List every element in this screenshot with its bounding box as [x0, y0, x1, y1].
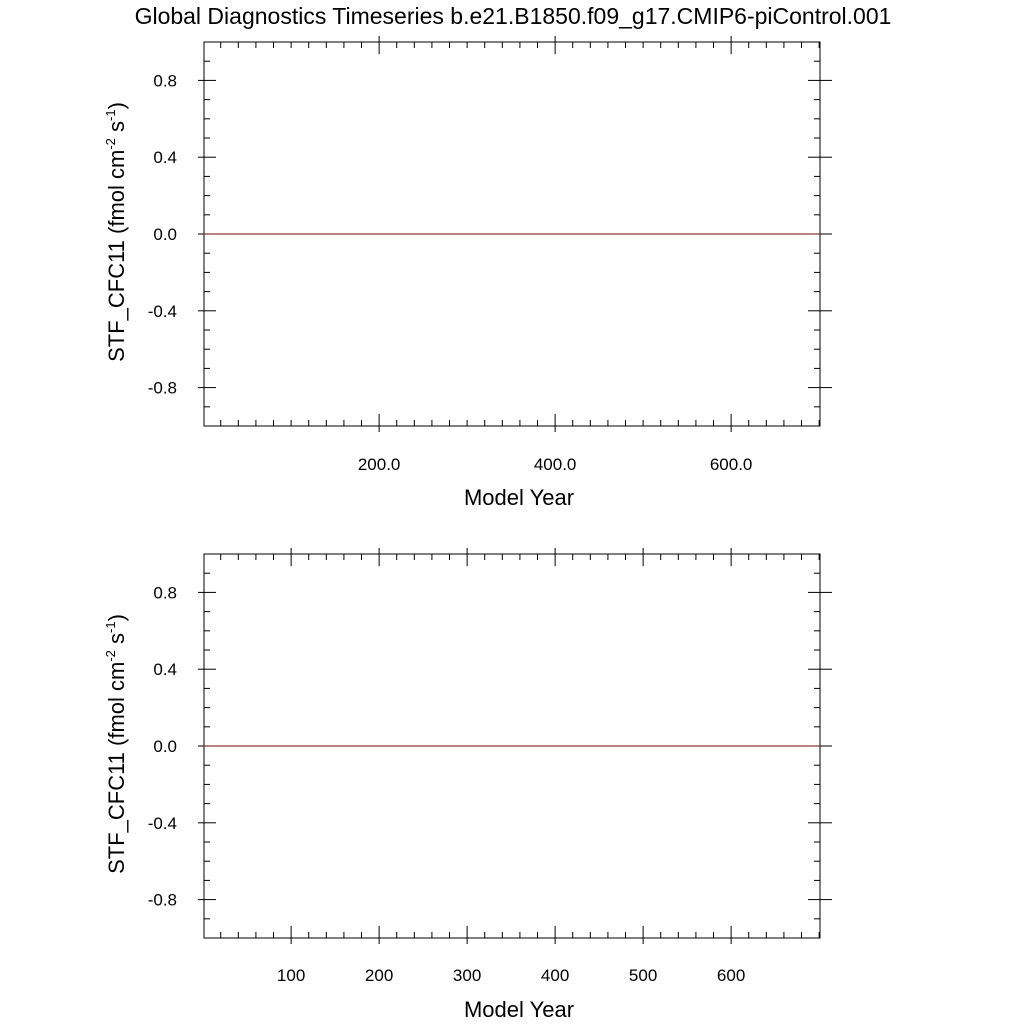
x-tick-label: 400.0	[534, 455, 577, 474]
y-axis-title-superscript: -1	[103, 621, 118, 633]
y-axis-title-superscript: -1	[103, 109, 118, 121]
y-axis-title-part: STF_CFC11 (fmol cm	[104, 150, 129, 362]
x-axis-title: Model Year	[464, 997, 574, 1022]
x-tick-label: 200	[365, 966, 393, 985]
figure-title: Global Diagnostics Timeseries b.e21.B185…	[135, 3, 892, 29]
x-tick-label: 400	[541, 966, 569, 985]
x-tick-label: 100	[277, 966, 305, 985]
x-tick-label: 200.0	[358, 455, 401, 474]
y-axis-title-part: )	[104, 614, 129, 621]
y-tick-label: -0.8	[148, 379, 177, 398]
y-axis-title-part: )	[104, 102, 129, 109]
y-tick-label: -0.4	[148, 302, 177, 321]
y-tick-label: 0.0	[153, 737, 177, 756]
x-tick-label: 600	[717, 966, 745, 985]
x-tick-label: 500	[629, 966, 657, 985]
chart-panel-2: 100 200 300 400 500 600 0.8 0.4 0.0 -0.4 -0.8 Model…	[103, 548, 832, 1022]
y-tick-label: -0.8	[148, 891, 177, 910]
y-axis-title-part: STF_CFC11 (fmol cm	[104, 662, 129, 874]
x-tick-label: 600.0	[710, 455, 753, 474]
y-tick-label: 0.8	[153, 71, 177, 90]
x-axis-title: Model Year	[464, 485, 574, 510]
y-tick-label: 0.4	[153, 660, 177, 679]
y-tick-label: 0.8	[153, 583, 177, 602]
y-axis-title-superscript: -2	[103, 650, 118, 662]
y-tick-label: -0.4	[148, 814, 177, 833]
x-tick-label: 300	[453, 966, 481, 985]
y-axis-title-part: s	[104, 633, 129, 650]
y-tick-label: 0.0	[153, 225, 177, 244]
y-axis-title-superscript: -2	[103, 138, 118, 150]
y-axis-title: STF_CFC11 (fmol cm-2 s-1)	[103, 614, 129, 874]
chart-panel-1: 200.0 400.0 600.0 0.8 0.4 0.0 -0.4 -0.8 Model Ye…	[103, 36, 832, 510]
y-axis-title: STF_CFC11 (fmol cm-2 s-1)	[103, 102, 129, 362]
y-axis-title-part: s	[104, 121, 129, 138]
y-tick-label: 0.4	[153, 148, 177, 167]
